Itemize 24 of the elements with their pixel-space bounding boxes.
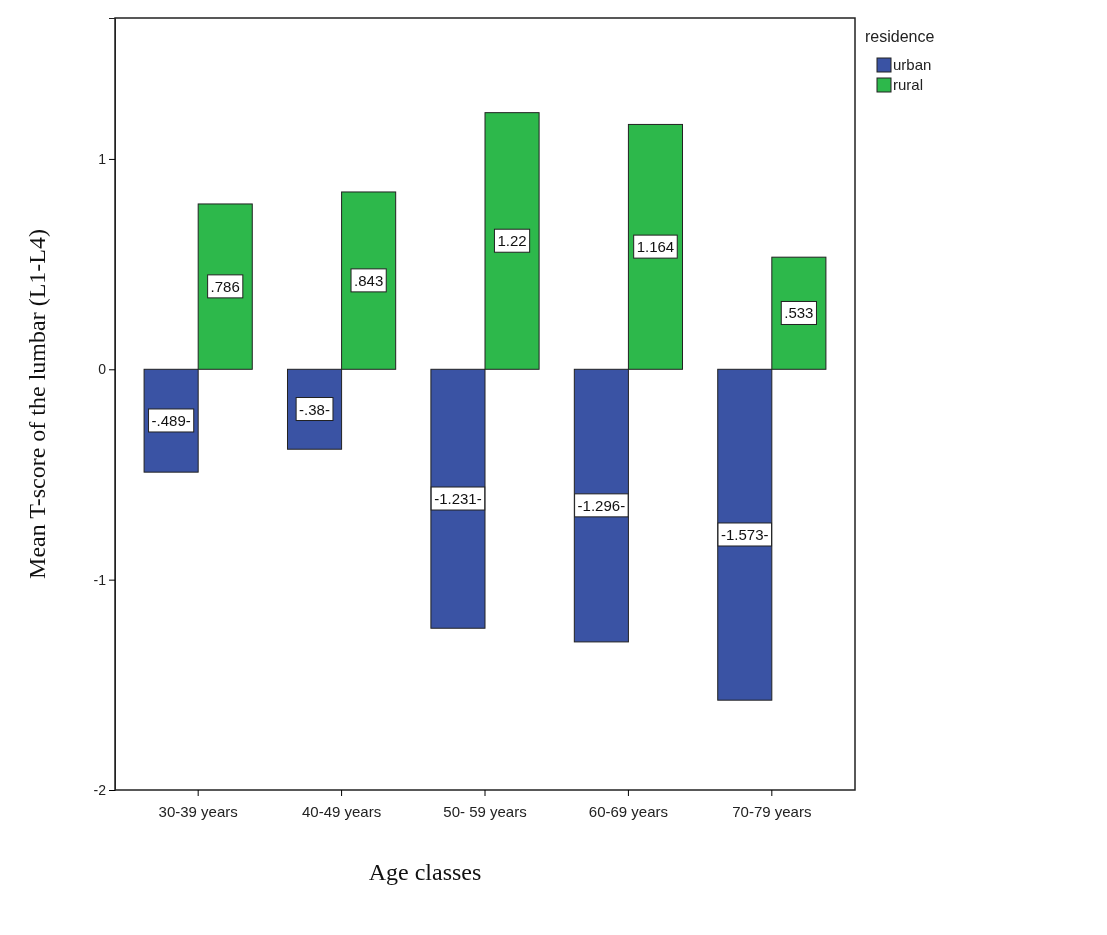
y-tick-label: -1 bbox=[93, 571, 107, 588]
legend-title: residence bbox=[865, 28, 935, 45]
data-label: .786 bbox=[210, 277, 240, 295]
data-label: 1.22 bbox=[497, 232, 527, 250]
x-tick-label: 70-79 years bbox=[732, 803, 812, 820]
x-tick-label: 50- 59 years bbox=[443, 803, 527, 820]
legend-label: rural bbox=[893, 76, 924, 93]
x-tick-label: 30-39 years bbox=[158, 803, 238, 820]
data-label: -1.296- bbox=[577, 496, 626, 514]
legend-label: urban bbox=[893, 56, 932, 73]
data-label: -.489- bbox=[151, 411, 191, 429]
x-tick-label: 40-49 years bbox=[301, 803, 382, 820]
x-tick-label: 60-69 years bbox=[588, 803, 669, 820]
data-label: .843 bbox=[354, 271, 384, 289]
data-label: -1.231- bbox=[434, 490, 482, 508]
x-axis-title: Age classes bbox=[368, 859, 482, 885]
y-tick-label: 0 bbox=[98, 361, 107, 378]
y-axis-title: Mean T-score of the lumbar (L1-L4) bbox=[24, 229, 50, 579]
data-label: -.38- bbox=[299, 400, 330, 418]
data-label: .533 bbox=[784, 304, 814, 322]
y-tick-label: -2 bbox=[93, 781, 107, 798]
data-label: 1.164 bbox=[636, 238, 675, 256]
data-label: -1.573- bbox=[721, 525, 769, 543]
y-tick-label: 1 bbox=[98, 150, 107, 167]
